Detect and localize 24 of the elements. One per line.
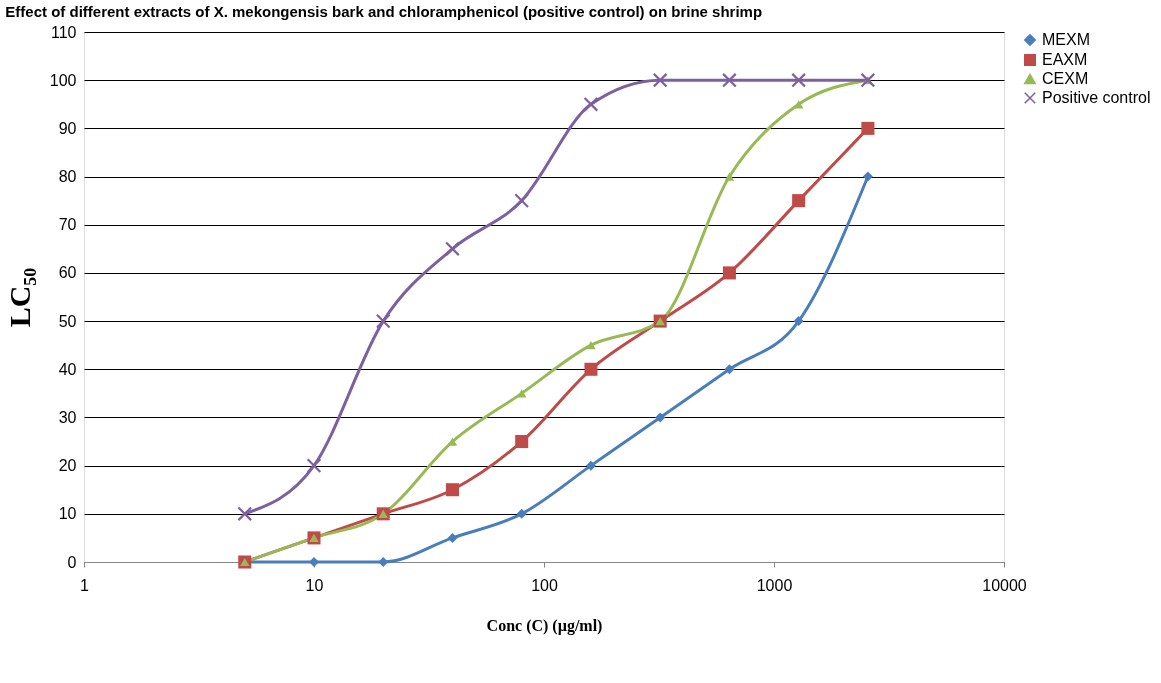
x-tick-label: 1000 xyxy=(756,576,793,594)
y-tick-label: 100 xyxy=(49,71,77,89)
legend-label: Positive control xyxy=(1042,89,1151,106)
y-tick-label: 90 xyxy=(58,119,77,137)
y-tick-label: 10 xyxy=(58,505,77,523)
legend-label: CEXM xyxy=(1042,70,1089,87)
x-axis-title: Conc (C) (µg/ml) xyxy=(486,616,603,635)
chart-title: Effect of different extracts of X. mekongensis bark and chloramphenicol (positive control) on brine shrimp xyxy=(5,3,763,20)
x-tick-label: 100 xyxy=(531,576,558,594)
y-tick-label: 60 xyxy=(58,264,77,282)
legend-label: MEXM xyxy=(1042,31,1090,48)
x-tick-label: 10000 xyxy=(982,576,1027,594)
y-tick-label: 0 xyxy=(67,553,77,571)
y-tick-label: 70 xyxy=(58,216,77,234)
x-tick-label: 10 xyxy=(305,576,324,594)
y-tick-label: 50 xyxy=(58,312,77,330)
y-tick-label: 20 xyxy=(58,457,77,475)
legend-label: EAXM xyxy=(1042,51,1088,68)
y-tick-label: 30 xyxy=(58,408,77,426)
y-tick-label: 80 xyxy=(58,168,77,186)
y-tick-label: 40 xyxy=(58,360,77,378)
x-tick-label: 1 xyxy=(80,576,90,594)
y-axis-title: LC₅₀ xyxy=(2,267,36,328)
y-tick-label: 110 xyxy=(50,23,77,41)
